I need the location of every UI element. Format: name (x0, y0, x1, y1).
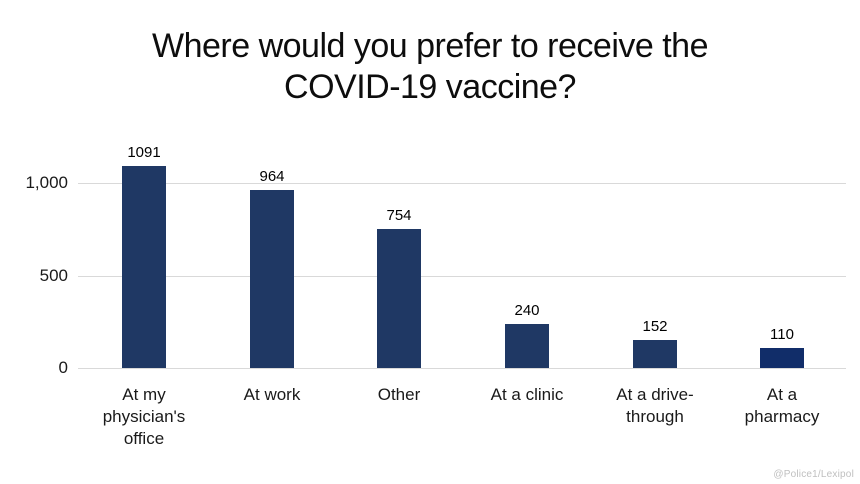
bar (377, 229, 421, 368)
bar (250, 190, 294, 368)
bar (505, 324, 549, 368)
bar (633, 340, 677, 368)
bar-value-label: 1091 (127, 144, 161, 161)
chart-title: Where would you prefer to receive the CO… (0, 26, 860, 108)
bar-value-label: 152 (642, 318, 668, 335)
x-axis-category-label: Other (377, 385, 421, 404)
x-axis-category-label: At a pharmacy (744, 385, 820, 426)
watermark-credit: @Police1/Lexipol (773, 469, 854, 480)
chart-title-line-1: Where would you prefer to receive the (151, 27, 709, 65)
bar (760, 348, 804, 368)
bar (122, 166, 166, 368)
bar-value-label: 964 (259, 168, 285, 185)
y-axis-tick-label: 1,000 (25, 173, 68, 192)
bar-value-label: 110 (770, 326, 794, 343)
gridline (78, 276, 846, 277)
chart-title-line-2: COVID-19 vaccine? (284, 68, 576, 106)
gridline (78, 368, 846, 369)
bar-value-label: 240 (514, 302, 540, 319)
y-axis-tick-label: 500 (39, 266, 68, 285)
x-axis-category-label: At my physician's office (102, 385, 186, 448)
x-axis-category-label: At a drive- through (616, 385, 694, 426)
x-axis-category-label: At a clinic (490, 385, 564, 404)
y-axis-tick-label: 0 (58, 358, 68, 377)
gridline (78, 183, 846, 184)
bar-value-label: 754 (386, 207, 412, 224)
x-axis-category-label: At work (243, 385, 301, 404)
